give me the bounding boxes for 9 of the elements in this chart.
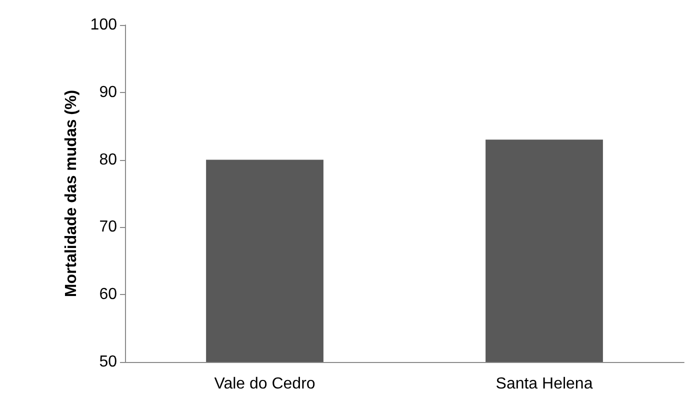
y-tick-label: 70 bbox=[99, 218, 118, 236]
y-tick-label: 50 bbox=[99, 354, 118, 370]
x-tick-label: Santa Helena bbox=[496, 376, 593, 392]
y-tick-label: 90 bbox=[99, 84, 118, 101]
y-axis-title: Mortalidade das mudas (%) bbox=[62, 90, 80, 298]
x-tick-label: Vale do Cedro bbox=[214, 376, 316, 392]
y-tick-label: 60 bbox=[99, 286, 118, 304]
y-tick-label: 80 bbox=[99, 151, 118, 168]
y-tick-label: 100 bbox=[90, 16, 118, 34]
